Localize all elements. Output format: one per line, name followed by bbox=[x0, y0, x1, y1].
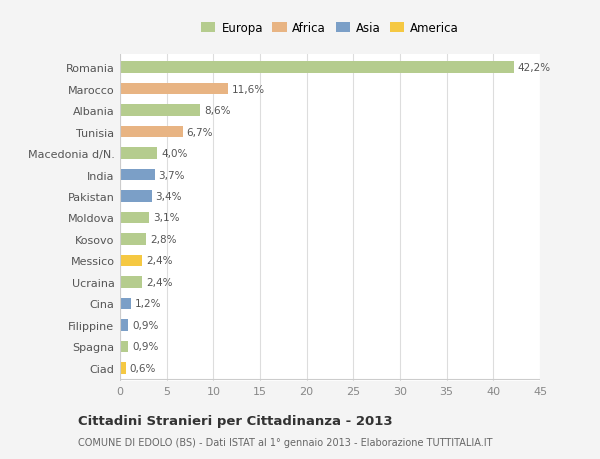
Text: 0,9%: 0,9% bbox=[132, 341, 158, 352]
Bar bbox=[120, 84, 228, 95]
Bar bbox=[120, 276, 142, 288]
Bar bbox=[120, 298, 131, 310]
Bar bbox=[120, 341, 128, 353]
Legend: Europa, Africa, Asia, America: Europa, Africa, Asia, America bbox=[198, 19, 462, 39]
Bar bbox=[120, 169, 155, 181]
Text: 0,9%: 0,9% bbox=[132, 320, 158, 330]
Text: 2,4%: 2,4% bbox=[146, 256, 173, 266]
Text: 8,6%: 8,6% bbox=[204, 106, 230, 116]
Text: 3,7%: 3,7% bbox=[158, 170, 185, 180]
Text: 6,7%: 6,7% bbox=[186, 127, 213, 137]
Bar bbox=[120, 255, 142, 267]
Text: 3,4%: 3,4% bbox=[155, 191, 182, 202]
Bar bbox=[120, 105, 200, 117]
Bar bbox=[120, 319, 128, 331]
Text: 2,4%: 2,4% bbox=[146, 277, 173, 287]
Text: 42,2%: 42,2% bbox=[518, 63, 551, 73]
Text: 11,6%: 11,6% bbox=[232, 84, 265, 95]
Text: COMUNE DI EDOLO (BS) - Dati ISTAT al 1° gennaio 2013 - Elaborazione TUTTITALIA.I: COMUNE DI EDOLO (BS) - Dati ISTAT al 1° … bbox=[78, 437, 493, 447]
Bar bbox=[120, 126, 182, 138]
Bar bbox=[120, 62, 514, 74]
Text: 2,8%: 2,8% bbox=[150, 235, 176, 245]
Bar bbox=[120, 212, 149, 224]
Text: 4,0%: 4,0% bbox=[161, 149, 187, 159]
Bar bbox=[120, 362, 125, 374]
Text: 3,1%: 3,1% bbox=[152, 213, 179, 223]
Bar bbox=[120, 148, 157, 160]
Text: Cittadini Stranieri per Cittadinanza - 2013: Cittadini Stranieri per Cittadinanza - 2… bbox=[78, 414, 392, 428]
Bar bbox=[120, 234, 146, 246]
Text: 1,2%: 1,2% bbox=[135, 299, 161, 309]
Text: 0,6%: 0,6% bbox=[130, 363, 156, 373]
Bar bbox=[120, 190, 152, 202]
